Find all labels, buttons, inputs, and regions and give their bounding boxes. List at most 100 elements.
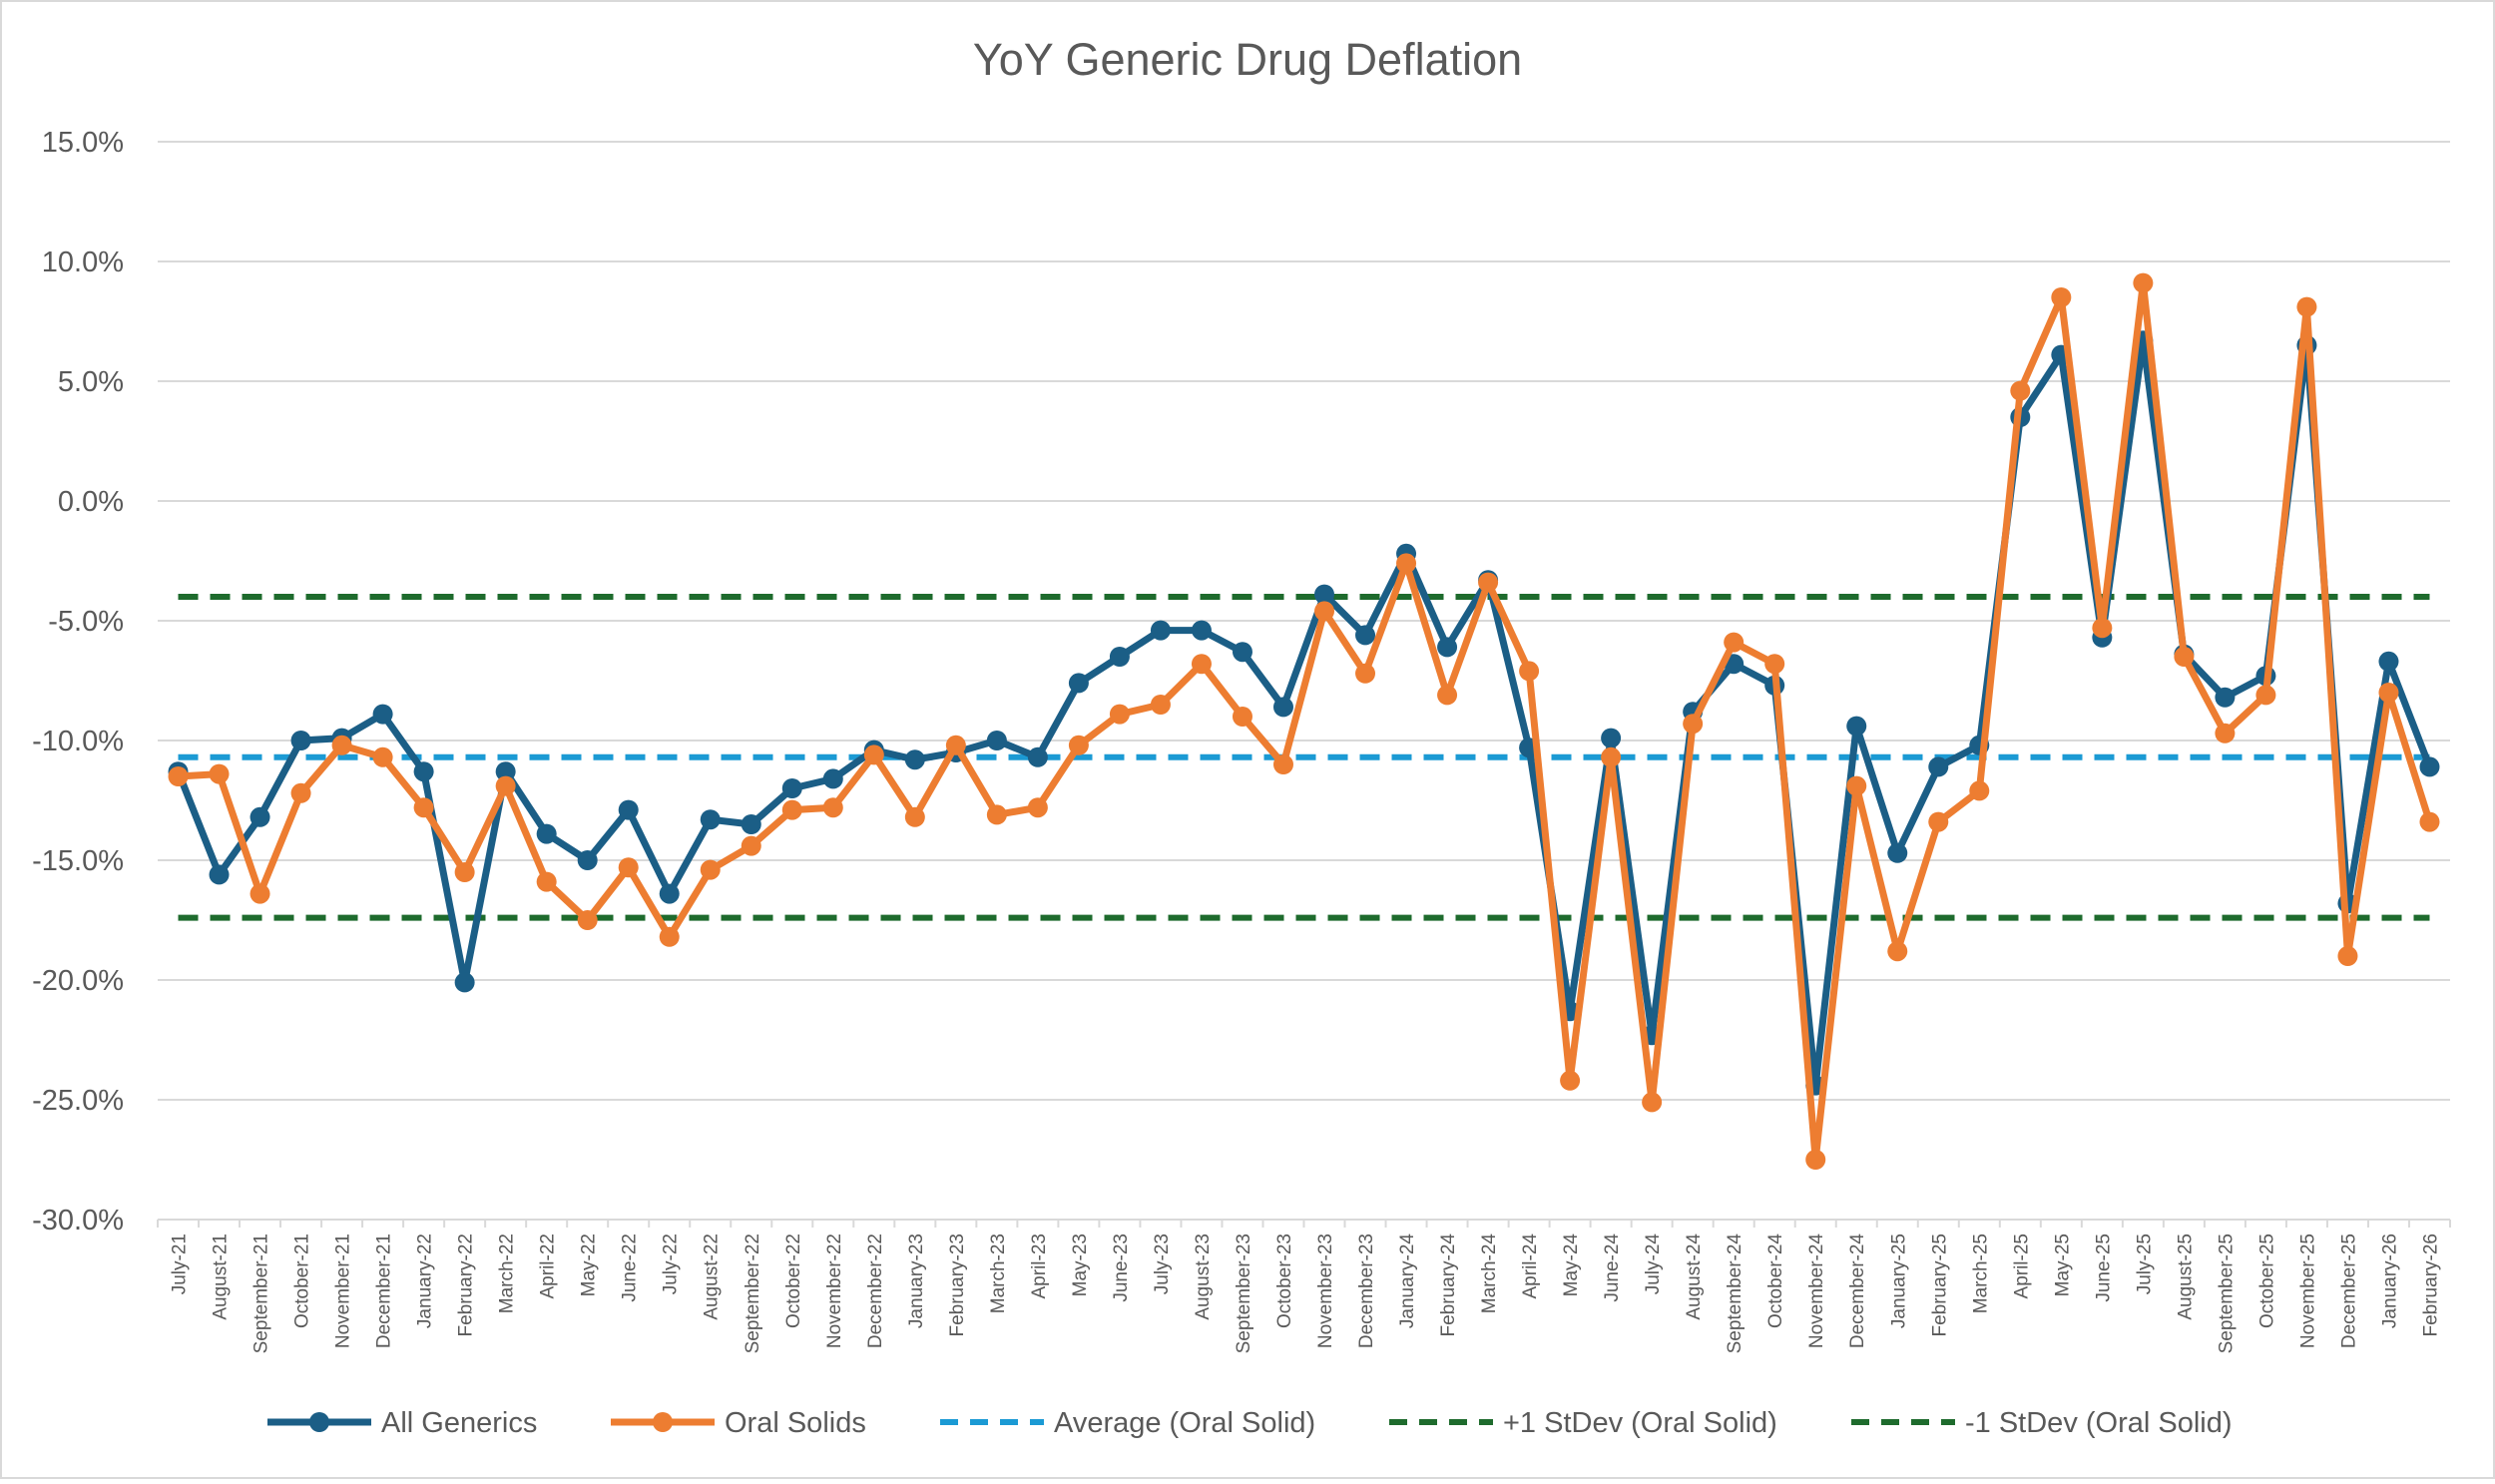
data-point xyxy=(986,731,1007,750)
y-axis-tick-labels: 15.0% 10.0% 5.0% 0.0% -5.0% -10.0% -15.0% -20.0… xyxy=(32,127,124,1237)
y-tick-label: -5.0% xyxy=(48,606,124,638)
data-point xyxy=(618,857,639,878)
data-point xyxy=(2215,687,2236,708)
data-point xyxy=(659,883,680,904)
y-tick-label: -30.0% xyxy=(32,1205,124,1237)
x-tick-label: November-24 xyxy=(1806,1234,1827,1349)
data-point xyxy=(454,972,475,993)
data-point xyxy=(1928,811,1949,832)
data-point xyxy=(1272,697,1293,718)
data-point xyxy=(495,761,516,782)
x-tick-label: April-25 xyxy=(2011,1234,2032,1298)
data-point xyxy=(536,823,557,844)
legend-item: Oral Solids xyxy=(611,1407,866,1439)
data-point xyxy=(577,850,598,870)
data-point xyxy=(372,704,393,725)
legend-label: Average (Oral Solid) xyxy=(1054,1407,1315,1439)
data-point xyxy=(1068,735,1089,755)
x-tick-label: March-23 xyxy=(988,1234,1009,1313)
data-point xyxy=(904,806,925,827)
x-tick-label: August-21 xyxy=(211,1234,232,1320)
x-tick-label: November-25 xyxy=(2297,1234,2318,1348)
x-tick-label: July-21 xyxy=(170,1234,191,1294)
data-point xyxy=(822,768,843,789)
x-tick-label: June-22 xyxy=(620,1234,641,1302)
data-point xyxy=(1560,1070,1581,1091)
x-tick-label: July-24 xyxy=(1643,1234,1664,1295)
data-point xyxy=(495,775,516,796)
data-point xyxy=(1355,663,1376,684)
x-tick-label: August-22 xyxy=(702,1234,723,1320)
x-tick-label: December-24 xyxy=(1847,1234,1868,1349)
data-point xyxy=(1928,756,1949,777)
data-point xyxy=(1314,584,1335,605)
x-tick-label: May-22 xyxy=(579,1234,600,1296)
data-point xyxy=(1887,941,1908,962)
y-tick-label: 15.0% xyxy=(42,127,124,159)
data-point xyxy=(2174,647,2195,667)
x-tick-label: September-25 xyxy=(2216,1234,2237,1353)
x-tick-label: April-22 xyxy=(538,1234,559,1298)
legend-item: +1 StDev (Oral Solid) xyxy=(1389,1407,1777,1439)
x-tick-label: July-23 xyxy=(1152,1234,1173,1294)
y-tick-label: -15.0% xyxy=(32,845,124,877)
data-point xyxy=(2419,756,2440,777)
data-point xyxy=(1805,1150,1826,1170)
x-tick-label: July-22 xyxy=(661,1234,682,1294)
data-point xyxy=(1642,1092,1663,1113)
legend-label: +1 StDev (Oral Solid) xyxy=(1503,1407,1777,1439)
legend-marker xyxy=(653,1412,673,1432)
data-point xyxy=(1846,775,1867,796)
data-point xyxy=(1519,661,1540,682)
x-tick-label: December-23 xyxy=(1356,1234,1377,1348)
x-tick-label: March-24 xyxy=(1479,1234,1500,1314)
data-point xyxy=(1191,654,1212,675)
data-point xyxy=(1683,714,1704,735)
data-point xyxy=(1355,625,1376,646)
x-tick-label: January-24 xyxy=(1397,1234,1418,1328)
data-point xyxy=(577,910,598,930)
data-point xyxy=(863,744,884,765)
data-point xyxy=(250,883,270,904)
data-point xyxy=(1764,654,1785,675)
x-tick-label: September-24 xyxy=(1725,1234,1746,1354)
legend-label: Oral Solids xyxy=(725,1407,866,1439)
data-point xyxy=(700,859,721,880)
x-tick-label: August-23 xyxy=(1193,1234,1214,1320)
data-point xyxy=(290,782,311,803)
x-tick-label: January-23 xyxy=(906,1234,927,1328)
data-point xyxy=(781,778,802,798)
x-tick-label: March-25 xyxy=(1970,1234,1991,1313)
data-point xyxy=(1150,620,1171,641)
data-point xyxy=(2010,380,2031,401)
x-tick-label: November-22 xyxy=(824,1234,845,1348)
data-point xyxy=(945,735,966,755)
legend-marker xyxy=(309,1412,329,1432)
x-tick-label: December-25 xyxy=(2338,1234,2359,1348)
data-point xyxy=(700,809,721,830)
x-tick-label: November-21 xyxy=(333,1234,354,1348)
data-point xyxy=(1232,642,1252,663)
y-tick-label: 0.0% xyxy=(58,486,124,518)
x-tick-label: March-22 xyxy=(497,1234,518,1313)
data-point xyxy=(536,871,557,892)
data-point xyxy=(1396,553,1417,574)
data-point xyxy=(1272,754,1293,774)
x-tick-label: May-23 xyxy=(1070,1234,1091,1296)
x-tick-label: February-22 xyxy=(456,1234,477,1337)
x-tick-label: January-26 xyxy=(2379,1234,2400,1328)
x-tick-label: April-24 xyxy=(1520,1234,1541,1299)
data-point xyxy=(290,731,311,750)
data-point xyxy=(2092,618,2113,639)
data-point xyxy=(741,814,761,834)
data-point xyxy=(1969,780,1990,801)
data-point xyxy=(781,799,802,820)
gridlines xyxy=(157,141,2451,1228)
data-point xyxy=(1478,572,1499,593)
y-tick-label: -20.0% xyxy=(32,965,124,997)
x-tick-label: October-22 xyxy=(783,1234,804,1328)
x-tick-label: November-23 xyxy=(1315,1234,1336,1348)
x-tick-label: October-25 xyxy=(2256,1234,2277,1328)
x-tick-label: October-23 xyxy=(1274,1234,1295,1328)
